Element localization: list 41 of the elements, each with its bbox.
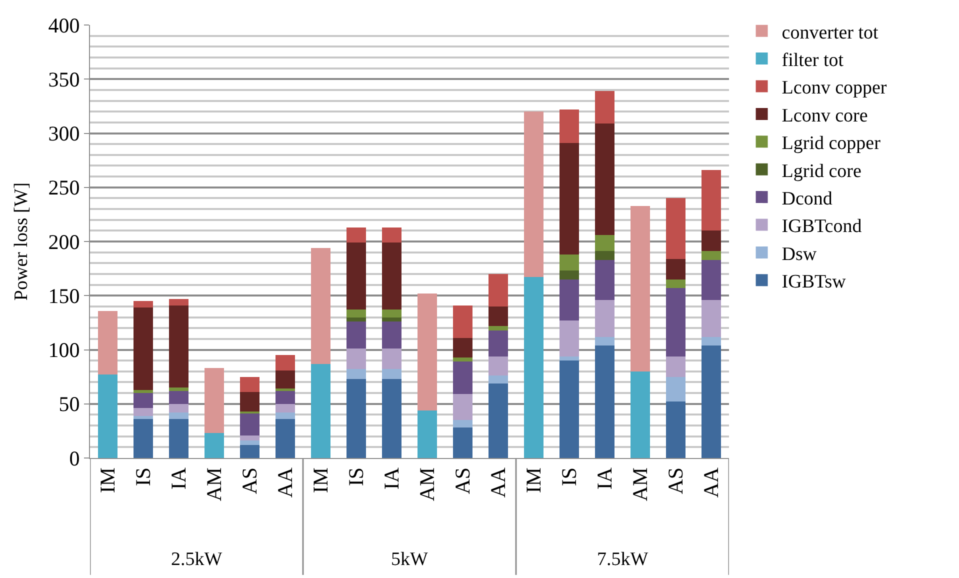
legend-label: converter tot — [782, 22, 880, 44]
x-tick-label: IA — [380, 466, 404, 490]
y-tick-label: 350 — [48, 67, 80, 92]
y-tick-label: 0 — [69, 446, 80, 470]
legend-label: IGBTcond — [782, 216, 862, 238]
legend-label: Lconv copper — [782, 78, 888, 99]
text: 7.5kW — [597, 549, 648, 570]
y-tick-label: 250 — [48, 176, 80, 200]
x-tick-label: IS — [131, 467, 156, 486]
legend-label: Lconv core — [782, 105, 868, 126]
x-tick-label: AA — [486, 466, 510, 498]
x-tick-label: IM — [308, 467, 333, 494]
legend-label: filter tot — [782, 50, 844, 71]
x-tick-label: IM — [522, 467, 546, 494]
x-tick-label: AS — [238, 467, 262, 494]
legend-label: IGBTsw — [782, 272, 846, 293]
y-tick-label: 50 — [58, 392, 80, 416]
x-tick-label: AA — [699, 466, 724, 498]
x-tick-label: AM — [202, 467, 226, 502]
legend-label: Lgrid core — [782, 160, 862, 182]
x-tick-label: IA — [592, 466, 617, 490]
text: 2.5kW — [171, 549, 222, 570]
x-tick-label: IS — [344, 467, 368, 486]
x-tick-label: AS — [450, 467, 475, 494]
legend-label: Dcond — [782, 188, 833, 210]
x-tick-label: AS — [664, 467, 688, 494]
y-axis-title: Power loss [W] — [11, 182, 32, 301]
y-tick-label: 200 — [48, 230, 80, 254]
x-tick-label: AA — [273, 466, 298, 498]
y-tick-label: 150 — [48, 284, 80, 308]
y-tick-label: 400 — [48, 13, 80, 38]
text: 5kW — [391, 549, 428, 570]
x-tick-label: IS — [557, 467, 582, 486]
y-tick-label: 100 — [48, 338, 80, 362]
x-tick-label: AM — [628, 467, 652, 502]
x-tick-label: IA — [166, 466, 191, 490]
legend-label: Dsw — [782, 244, 817, 265]
x-tick-label: IM — [96, 467, 120, 494]
y-tick-label: 300 — [48, 122, 80, 146]
x-tick-label: AM — [415, 467, 440, 502]
legend-label: Lgrid copper — [782, 133, 882, 154]
